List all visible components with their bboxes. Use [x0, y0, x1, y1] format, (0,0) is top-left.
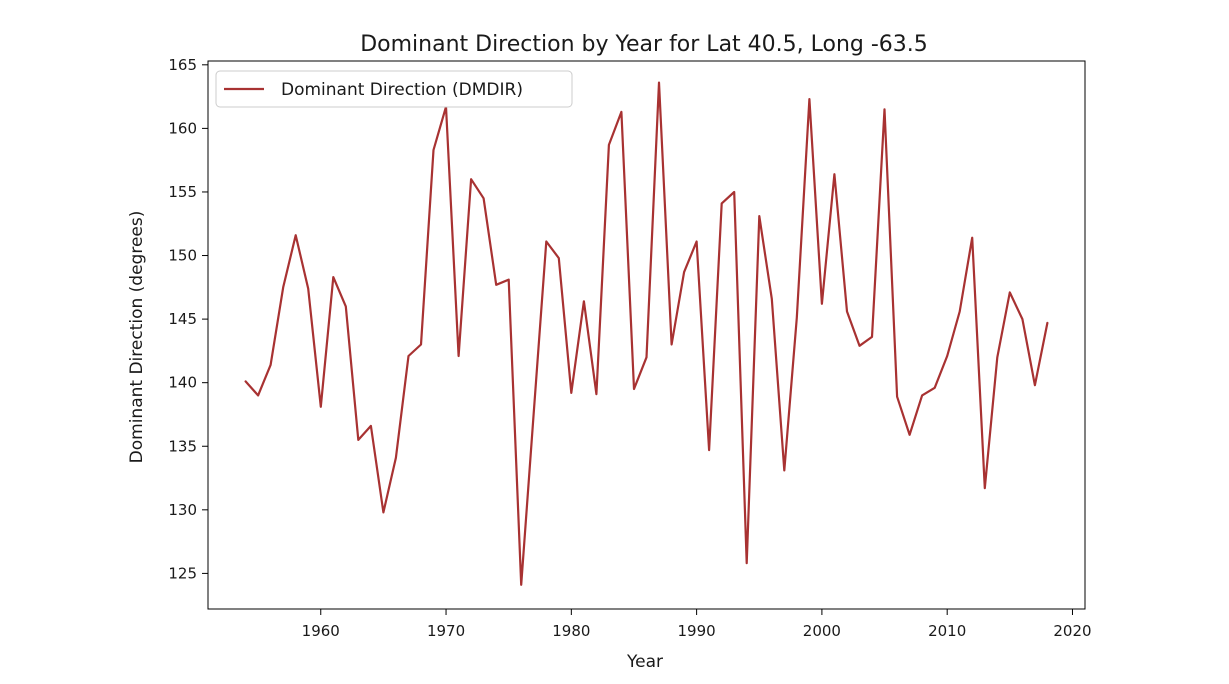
x-tick-label: 1970: [427, 622, 465, 640]
legend-box: [215, 70, 573, 108]
y-tick-label: 130: [168, 501, 197, 519]
plot-frame: [207, 60, 1086, 610]
y-tick-label: 150: [168, 247, 197, 265]
plot-area: [207, 60, 1086, 610]
y-axis-label: Dominant Direction (degrees): [127, 211, 147, 464]
series-line: [244, 81, 1049, 586]
x-axis-label: Year: [626, 652, 663, 672]
y-tick-label: 140: [168, 374, 197, 392]
y-axis-ticks: 125 130 135 140 145 150 155 160 165: [168, 56, 208, 582]
y-tick-label: 165: [168, 56, 197, 74]
x-tick-label: 2010: [928, 622, 966, 640]
legend: Dominant Direction (DMDIR): [215, 70, 573, 108]
series-group: [244, 81, 1049, 586]
legend-label: Dominant Direction (DMDIR): [281, 80, 523, 100]
y-tick-label: 160: [168, 119, 197, 137]
x-tick-label: 1960: [302, 622, 340, 640]
y-tick-label: 135: [168, 437, 197, 455]
y-tick-label: 155: [168, 183, 197, 201]
chart-title: Dominant Direction by Year for Lat 40.5,…: [360, 32, 928, 57]
y-tick-label: 145: [168, 310, 197, 328]
x-axis-ticks: 1960 1970 1980 1990 2000 2010 2020: [302, 609, 1092, 640]
x-tick-label: 1980: [552, 622, 590, 640]
x-tick-label: 2020: [1053, 622, 1091, 640]
x-tick-label: 1990: [678, 622, 716, 640]
x-tick-label: 2000: [803, 622, 841, 640]
y-tick-label: 125: [168, 564, 197, 582]
